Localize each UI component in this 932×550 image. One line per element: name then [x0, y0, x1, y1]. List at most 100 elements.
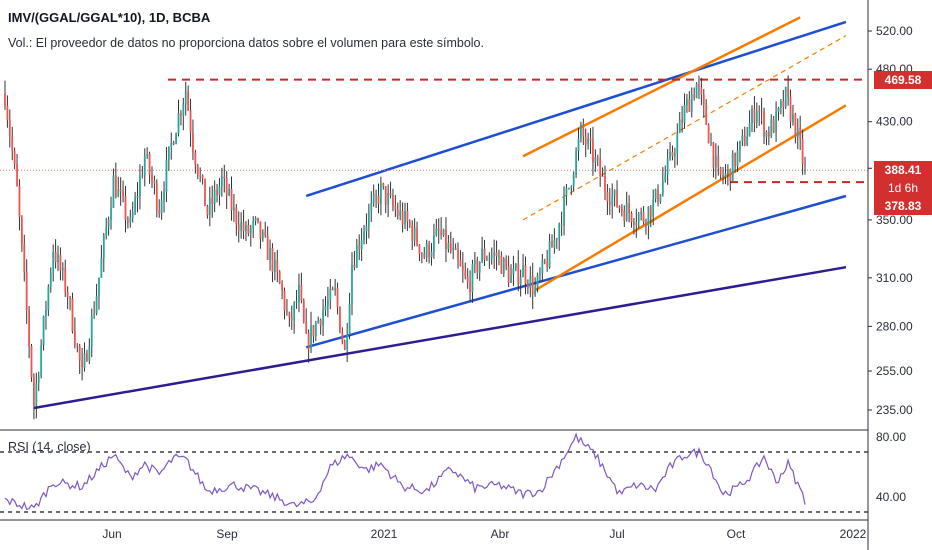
candle-body	[49, 272, 52, 287]
y-tick-label: 255.00	[876, 364, 913, 378]
candle-body	[705, 104, 708, 125]
candle-body	[734, 153, 737, 167]
candle-body	[363, 231, 365, 241]
candle-body	[394, 205, 397, 210]
candle-body	[208, 197, 211, 216]
support-price-tag: 378.83	[874, 197, 932, 216]
candle-body	[249, 228, 252, 234]
candle-body	[107, 219, 110, 228]
candle-body	[40, 345, 43, 376]
candle-body	[447, 242, 450, 250]
candle-body	[580, 124, 582, 139]
candle-body	[435, 228, 438, 235]
candle-body	[146, 154, 149, 157]
candle-body	[331, 289, 334, 291]
candle-body	[599, 159, 602, 177]
candle-body	[261, 231, 264, 239]
x-tick-label: Sep	[216, 527, 238, 541]
candle-body	[640, 211, 643, 215]
candle-body	[247, 224, 250, 234]
candle-body	[582, 124, 585, 137]
candle-body	[570, 186, 573, 188]
candle-body	[216, 189, 218, 196]
candle-body	[136, 196, 139, 198]
candle-body	[259, 221, 262, 239]
candle-body	[502, 258, 505, 274]
candle-body	[105, 227, 108, 236]
rsi-tick-label: 80.00	[876, 430, 906, 444]
candle-body	[565, 187, 568, 196]
candle-body	[604, 176, 606, 192]
candle-body	[293, 302, 296, 321]
candle-body	[189, 110, 192, 133]
y-tick-label: 235.00	[876, 403, 913, 417]
candle-body	[230, 188, 233, 211]
candle-body	[531, 275, 534, 295]
candle-body	[514, 264, 517, 269]
candle-body	[343, 341, 346, 350]
candle-body	[302, 300, 305, 322]
candle-body	[724, 173, 727, 177]
candle-body	[751, 108, 753, 124]
candle-body	[630, 213, 633, 222]
candle-body	[126, 219, 129, 223]
candle-body	[611, 195, 614, 206]
trendline-lower-purple	[33, 265, 847, 410]
chart-title: IMV/(GGAL/GGAL*10), 1D, BCBA	[8, 10, 211, 25]
candle-body	[420, 253, 423, 255]
trendline-orange-upper	[522, 16, 801, 158]
candle-body	[69, 297, 71, 299]
candle-body	[681, 119, 684, 124]
candle-body	[341, 332, 344, 342]
candle-body	[712, 142, 715, 168]
candle-body	[596, 157, 599, 160]
candle-body	[690, 94, 693, 112]
candle-body	[765, 131, 768, 137]
candle-body	[37, 375, 40, 384]
candle-body	[642, 211, 645, 222]
candle-body	[382, 183, 385, 187]
candle-body	[281, 283, 284, 291]
candle-body	[90, 315, 93, 348]
candle-body	[334, 288, 337, 290]
candle-body	[495, 252, 498, 257]
candle-body	[204, 178, 206, 207]
candle-body	[95, 296, 98, 314]
candle-body	[767, 131, 770, 137]
candle-body	[360, 240, 363, 250]
candle-body	[433, 234, 435, 252]
candle-body	[172, 142, 175, 145]
candle-body	[722, 174, 724, 177]
candle-body	[777, 107, 780, 112]
candle-body	[141, 175, 144, 177]
candle-body	[124, 196, 127, 220]
candle-body	[543, 260, 546, 262]
candle-body	[683, 105, 686, 124]
y-tick-label: 520.00	[876, 24, 913, 38]
candle-body	[710, 142, 712, 144]
candle-body	[18, 185, 21, 217]
candle-body	[170, 142, 173, 147]
candle-body	[11, 136, 14, 151]
candle-body	[370, 202, 373, 211]
candle-body	[30, 346, 33, 378]
candle-body	[510, 274, 512, 283]
candle-body	[418, 244, 421, 255]
x-tick-label: 2022	[840, 527, 867, 541]
candle-body	[254, 217, 257, 221]
candle-body	[404, 210, 406, 225]
candle-body	[669, 151, 671, 159]
candle-body	[20, 216, 23, 245]
candle-body	[6, 105, 9, 121]
candle-body	[507, 266, 510, 283]
trendlines	[0, 16, 868, 410]
candle-body	[784, 87, 787, 108]
candle-body	[666, 158, 669, 175]
candle-body	[348, 303, 351, 335]
candle-body	[437, 228, 440, 231]
candle-body	[563, 195, 565, 226]
candle-body	[98, 277, 100, 297]
candle-body	[739, 141, 741, 151]
candle-body	[457, 249, 459, 260]
